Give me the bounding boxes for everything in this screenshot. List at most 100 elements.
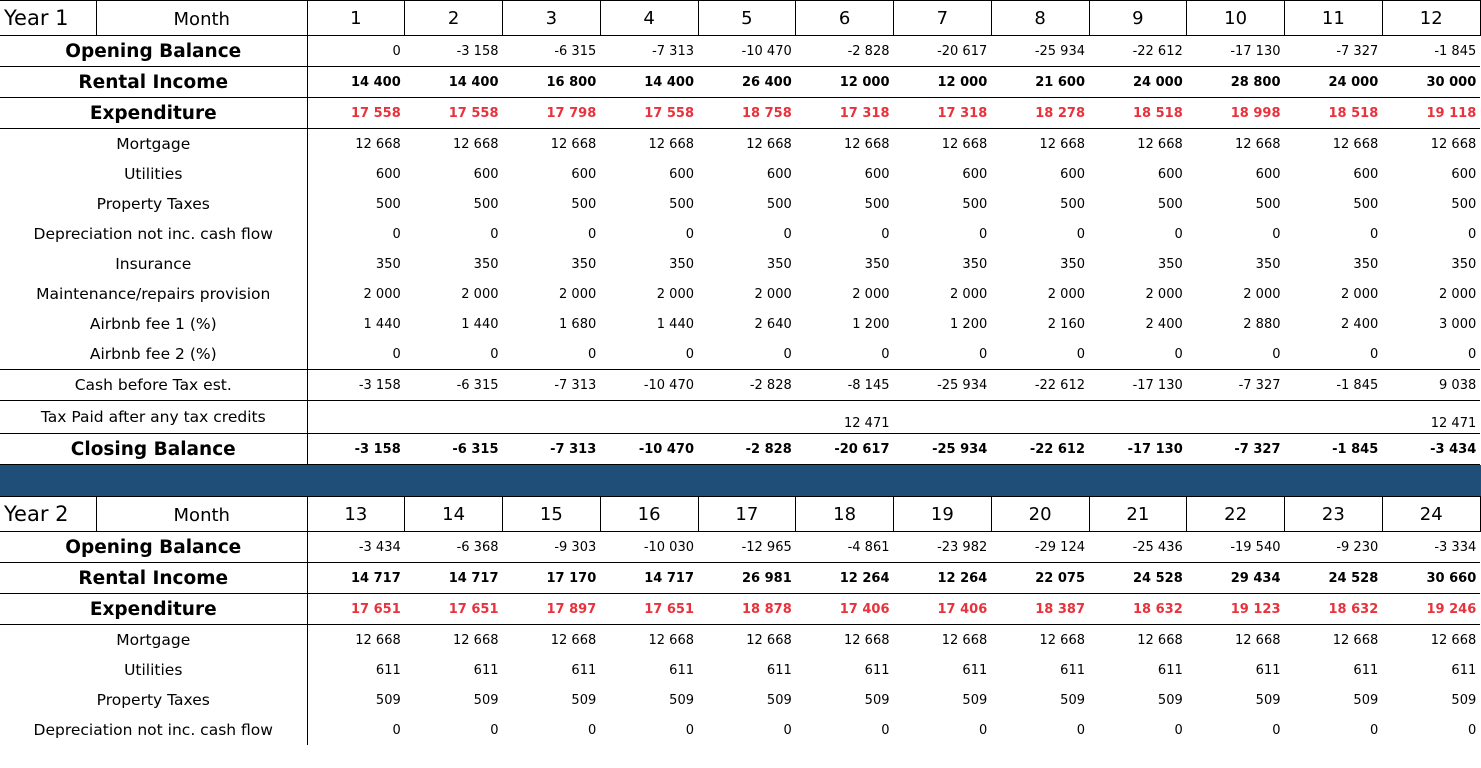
value-cell[interactable]: 0 bbox=[1272, 226, 1281, 242]
value-cell[interactable]: 12 668 bbox=[1039, 136, 1086, 152]
header-label-cell[interactable]: Year 2 Month bbox=[0, 496, 308, 532]
value-cell[interactable]: 26 981 bbox=[698, 562, 796, 594]
value-cell[interactable]: 17 897 bbox=[502, 593, 601, 625]
value-cell[interactable]: -3 158 bbox=[307, 433, 405, 465]
value-cell[interactable]: 17 318 bbox=[795, 97, 894, 129]
value-cell[interactable]: 12 668 bbox=[941, 632, 988, 648]
value-cell[interactable]: -25 934 bbox=[893, 433, 992, 465]
value-cell[interactable]: 0 bbox=[1382, 339, 1481, 370]
value-cell[interactable]: 509 bbox=[669, 692, 694, 708]
value-cell[interactable]: 2 000 bbox=[852, 286, 890, 302]
value-cell[interactable]: 3 000 bbox=[1439, 316, 1477, 332]
value-cell[interactable]: 9 038 bbox=[1382, 369, 1481, 401]
value-cell[interactable]: 509 bbox=[571, 692, 597, 708]
value-cell[interactable]: 12 668 bbox=[453, 632, 499, 648]
value-cell[interactable]: -20 617 bbox=[795, 433, 894, 465]
value-cell[interactable]: 12 471 bbox=[1382, 400, 1481, 434]
value-cell[interactable]: 2 400 bbox=[1145, 316, 1183, 332]
value-cell[interactable]: -9 230 bbox=[1284, 531, 1383, 563]
value-cell[interactable]: 14 400 bbox=[307, 66, 405, 98]
value-cell[interactable]: -22 612 bbox=[991, 433, 1089, 465]
value-cell[interactable]: 0 bbox=[1076, 226, 1085, 242]
value-cell[interactable]: 2 000 bbox=[950, 286, 988, 302]
value-cell[interactable]: -7 313 bbox=[502, 369, 601, 401]
value-cell[interactable]: 12 668 bbox=[746, 632, 792, 648]
value-cell[interactable]: -10 470 bbox=[600, 433, 698, 465]
value-cell[interactable]: 509 bbox=[962, 692, 988, 708]
value-cell[interactable]: 0 bbox=[1369, 226, 1379, 242]
value-cell[interactable]: 18 518 bbox=[1284, 97, 1383, 129]
value-cell[interactable] bbox=[502, 400, 601, 434]
value-cell[interactable]: 500 bbox=[962, 196, 988, 212]
value-cell[interactable]: 509 bbox=[864, 692, 890, 708]
value-cell[interactable]: 0 bbox=[978, 722, 988, 738]
value-cell[interactable]: -6 315 bbox=[502, 35, 601, 67]
value-cell[interactable]: 17 558 bbox=[404, 97, 503, 129]
value-cell[interactable]: 350 bbox=[473, 256, 499, 272]
value-cell[interactable]: 350 bbox=[1157, 256, 1183, 272]
value-cell[interactable]: 17 651 bbox=[404, 593, 503, 625]
value-cell[interactable]: 2 000 bbox=[1439, 286, 1477, 302]
value-cell[interactable] bbox=[1186, 400, 1285, 434]
value-cell[interactable]: 2 000 bbox=[1243, 286, 1281, 302]
row-label-cell[interactable]: Expenditure bbox=[0, 593, 308, 625]
month-number-cell[interactable]: 23 bbox=[1284, 496, 1383, 532]
value-cell[interactable]: 611 bbox=[473, 662, 499, 678]
value-cell[interactable]: 0 bbox=[991, 339, 1089, 370]
value-cell[interactable]: 0 bbox=[490, 722, 499, 738]
value-cell[interactable]: 0 bbox=[1174, 226, 1183, 242]
value-cell[interactable]: 2 000 bbox=[461, 286, 499, 302]
value-cell[interactable]: 17 406 bbox=[893, 593, 992, 625]
value-cell[interactable]: 611 bbox=[571, 662, 597, 678]
value-cell[interactable]: 12 668 bbox=[453, 136, 499, 152]
row-label-cell[interactable]: Utilities bbox=[0, 159, 308, 189]
value-cell[interactable]: 509 bbox=[1451, 692, 1477, 708]
value-cell[interactable] bbox=[991, 400, 1089, 434]
value-cell[interactable]: 12 264 bbox=[795, 562, 894, 594]
value-cell[interactable]: -2 828 bbox=[698, 369, 796, 401]
value-cell[interactable]: -2 828 bbox=[795, 35, 894, 67]
value-cell[interactable]: 29 434 bbox=[1186, 562, 1285, 594]
month-number-cell[interactable]: 16 bbox=[600, 496, 699, 532]
value-cell[interactable]: 0 bbox=[1284, 339, 1383, 370]
value-cell[interactable]: 0 bbox=[685, 226, 694, 242]
value-cell[interactable]: 0 bbox=[1174, 722, 1183, 738]
value-cell[interactable]: 18 387 bbox=[991, 593, 1089, 625]
value-cell[interactable]: 509 bbox=[1353, 692, 1379, 708]
value-cell[interactable]: 0 bbox=[893, 339, 992, 370]
value-cell[interactable]: 12 264 bbox=[893, 562, 992, 594]
value-cell[interactable]: 14 717 bbox=[404, 562, 503, 594]
value-cell[interactable]: 18 632 bbox=[1284, 593, 1383, 625]
value-cell[interactable]: 600 bbox=[571, 166, 597, 182]
value-cell[interactable]: 12 668 bbox=[1332, 632, 1379, 648]
row-label-cell[interactable]: Depreciation not inc. cash flow bbox=[0, 219, 308, 249]
value-cell[interactable]: 0 bbox=[783, 722, 792, 738]
value-cell[interactable]: 611 bbox=[669, 662, 694, 678]
value-cell[interactable]: 350 bbox=[864, 256, 890, 272]
value-cell[interactable]: 600 bbox=[1255, 166, 1281, 182]
value-cell[interactable]: 17 406 bbox=[795, 593, 894, 625]
value-cell[interactable]: -7 327 bbox=[1186, 433, 1285, 465]
value-cell[interactable]: 350 bbox=[571, 256, 597, 272]
month-number-cell[interactable]: 3 bbox=[502, 0, 601, 36]
value-cell[interactable]: 24 000 bbox=[1089, 66, 1187, 98]
value-cell[interactable]: -7 327 bbox=[1284, 35, 1383, 67]
value-cell[interactable]: 24 528 bbox=[1089, 562, 1187, 594]
value-cell[interactable]: 500 bbox=[1353, 196, 1379, 212]
value-cell[interactable]: 28 800 bbox=[1186, 66, 1285, 98]
month-number-cell[interactable]: 8 bbox=[991, 0, 1090, 36]
month-number-cell[interactable]: 19 bbox=[893, 496, 992, 532]
row-label-cell[interactable]: Utilities bbox=[0, 655, 308, 685]
value-cell[interactable]: 611 bbox=[864, 662, 890, 678]
value-cell[interactable]: 18 278 bbox=[991, 97, 1089, 129]
value-cell[interactable] bbox=[893, 400, 992, 434]
year-label[interactable]: Year 2 bbox=[0, 497, 97, 531]
value-cell[interactable]: 509 bbox=[375, 692, 401, 708]
row-label-cell[interactable]: Opening Balance bbox=[0, 35, 308, 67]
value-cell[interactable]: -25 436 bbox=[1089, 531, 1187, 563]
value-cell[interactable]: 12 668 bbox=[1332, 136, 1379, 152]
value-cell[interactable]: 500 bbox=[1451, 196, 1477, 212]
value-cell[interactable]: 26 400 bbox=[698, 66, 796, 98]
value-cell[interactable]: 1 200 bbox=[852, 316, 890, 332]
value-cell[interactable]: 2 000 bbox=[1145, 286, 1183, 302]
